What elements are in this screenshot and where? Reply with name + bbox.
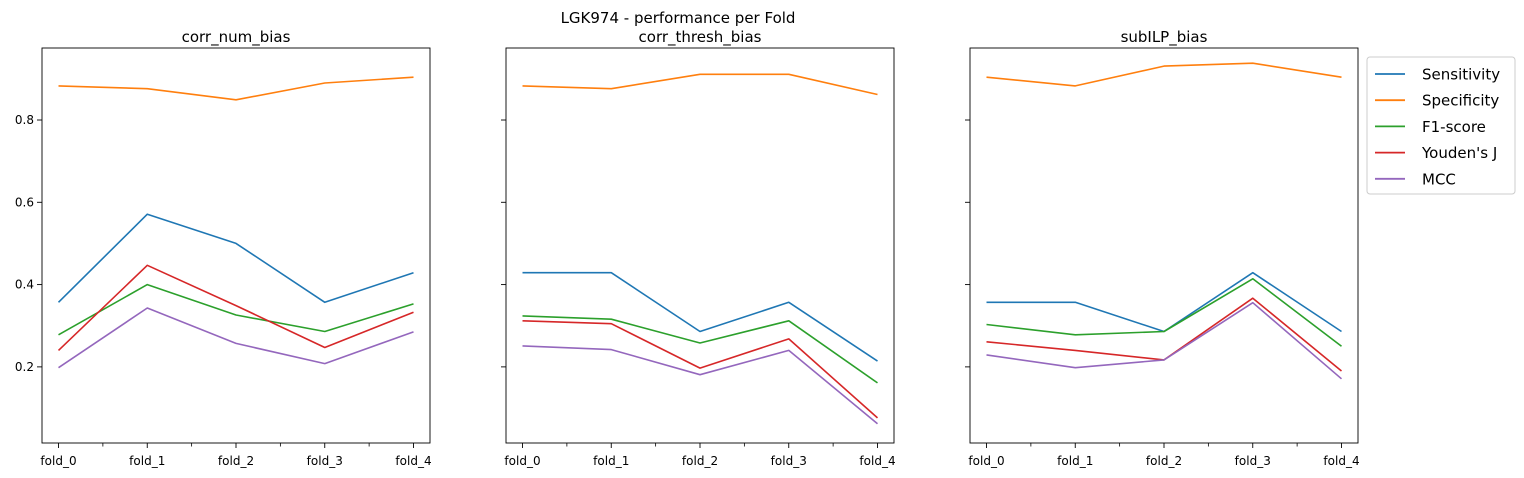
subplot-title: corr_thresh_bias xyxy=(639,28,762,47)
y-tick-label: 0.2 xyxy=(15,360,34,374)
axes-frame xyxy=(969,47,1359,444)
series-line-mcc xyxy=(58,307,414,369)
axes-layer: corr_num_bias fold_0 fold_1 fold_2 fold_3 fol… xyxy=(15,28,1360,468)
y-tick-label: 0.8 xyxy=(15,113,34,127)
axes-frame xyxy=(41,47,431,444)
y-tick-label: 0.4 xyxy=(15,278,34,292)
series-line-sensitivity xyxy=(522,271,878,362)
x-tick-label: fold_3 xyxy=(307,454,343,468)
series-line-f1-score xyxy=(58,283,414,336)
legend-label: Youden's J xyxy=(1421,144,1497,162)
axes-frame xyxy=(505,47,895,444)
series-line-sensitivity xyxy=(57,213,414,304)
subplot-1: corr_thresh_bias fold_0 fold_1 fold_2 fold_3… xyxy=(501,28,896,468)
subplot-title: subILP_bias xyxy=(1121,28,1208,47)
x-tick-label: fold_3 xyxy=(771,454,807,468)
x-tick-label: fold_4 xyxy=(395,454,431,468)
series-line-f1-score xyxy=(986,277,1342,347)
series-line-youden-s-j xyxy=(522,320,879,419)
series-line-specificity xyxy=(58,76,414,101)
x-tick-label: fold_0 xyxy=(504,454,540,468)
x-tick-label: fold_2 xyxy=(1146,454,1182,468)
series-line-sensitivity xyxy=(986,271,1342,333)
x-tick-label: fold_1 xyxy=(129,454,165,468)
legend: Sensitivity Specificity F1-score Youden's J… xyxy=(1366,56,1516,195)
x-tick-label: fold_0 xyxy=(968,454,1004,468)
subplot-title: corr_num_bias xyxy=(182,28,291,47)
x-tick-label: fold_3 xyxy=(1235,454,1271,468)
x-tick-label: fold_2 xyxy=(682,454,718,468)
x-tick-label: fold_1 xyxy=(1057,454,1093,468)
subplot-2: subILP_bias fold_0 fold_1 fold_2 fold_3 fold_… xyxy=(965,28,1360,468)
subplot-0: corr_num_bias fold_0 fold_1 fold_2 fold_3 fol… xyxy=(15,28,432,468)
x-tick-label: fold_4 xyxy=(1323,454,1359,468)
legend-label: Sensitivity xyxy=(1422,66,1500,84)
series-line-f1-score xyxy=(522,315,878,384)
x-tick-label: fold_0 xyxy=(40,454,76,468)
series-line-youden-s-j xyxy=(57,264,414,351)
series-line-specificity xyxy=(522,73,878,96)
legend-frame xyxy=(1366,56,1516,195)
x-tick-label: fold_4 xyxy=(859,454,895,468)
figure-suptitle: LGK974 - performance per Fold xyxy=(561,9,796,27)
x-tick-label: fold_2 xyxy=(218,454,254,468)
legend-label: MCC xyxy=(1422,170,1456,188)
legend-label: F1-score xyxy=(1422,118,1486,136)
y-tick-label: 0.6 xyxy=(15,195,34,209)
series-line-mcc xyxy=(986,301,1343,380)
series-line-mcc xyxy=(522,345,879,425)
x-tick-label: fold_1 xyxy=(593,454,629,468)
legend-label: Specificity xyxy=(1422,92,1499,110)
series-line-specificity xyxy=(986,62,1342,87)
